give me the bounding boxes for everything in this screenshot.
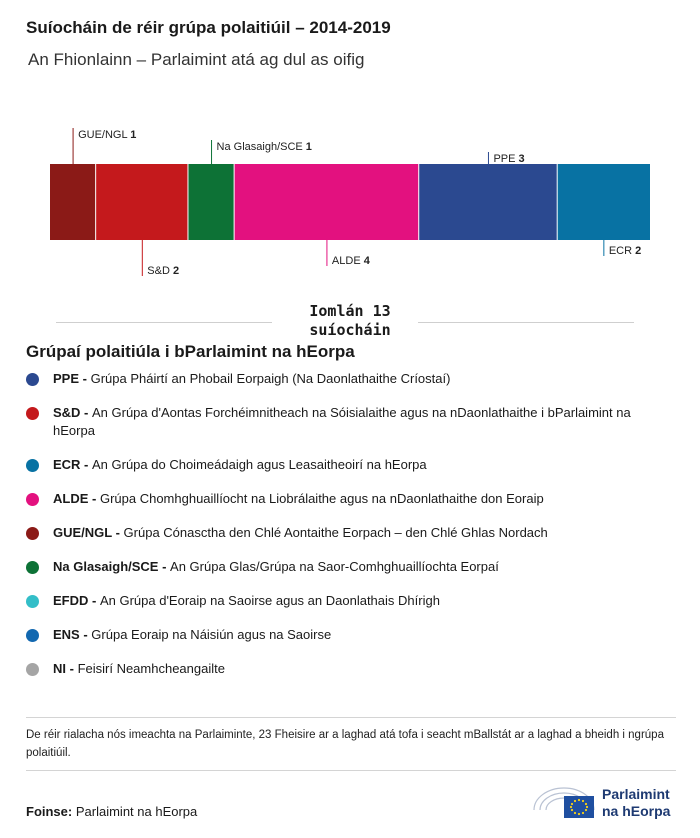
legend-text: ECR - An Grúpa do Choimeádaigh agus Leas… — [53, 456, 673, 474]
legend-text: S&D - An Grúpa d'Aontas Forchéimnitheach… — [53, 404, 673, 440]
logo-text-line2: na hEorpa — [602, 803, 671, 819]
legend-dot-icon — [26, 561, 39, 574]
legend-dot-icon — [26, 629, 39, 642]
bar-ecr — [557, 164, 650, 240]
source: Foinse: Parlaimint na hEorpa — [26, 804, 197, 819]
label-value-ecr: 2 — [635, 245, 641, 257]
label-name-gue-ngl: GUE/NGL — [78, 129, 130, 141]
legend-abbr: ECR - — [53, 457, 92, 472]
legend-abbr: NI - — [53, 661, 78, 676]
legend-abbr: S&D - — [53, 405, 92, 420]
bar-ppe — [419, 164, 557, 240]
legend-abbr: PPE - — [53, 371, 91, 386]
label-value-gue-ngl: 1 — [130, 129, 136, 141]
label-ppe: PPE 3 — [493, 153, 524, 165]
legend-text: ENS - Grúpa Eoraip na Náisiún agus na Sa… — [53, 626, 673, 644]
legend-dot-icon — [26, 373, 39, 386]
label-value-na-glasaigh-sce: 1 — [306, 141, 312, 153]
legend-abbr: ALDE - — [53, 491, 100, 506]
legend-text: EFDD - An Grúpa d'Eoraip na Saoirse agus… — [53, 592, 673, 610]
legend-description: An Grúpa d'Aontas Forchéimnitheach na Só… — [53, 405, 631, 438]
label-na-glasaigh-sce: Na Glasaigh/SCE 1 — [217, 141, 312, 153]
legend-dot-icon — [26, 407, 39, 420]
legend-abbr: GUE/NGL - — [53, 525, 124, 540]
seat-bar-chart: GUE/NGL 1 S&D 2 Na Glasaigh/SCE 1 ALDE 4 PPE… — [50, 128, 650, 277]
legend-dot-icon — [26, 459, 39, 472]
legend-abbr: Na Glasaigh/SCE - — [53, 559, 171, 574]
total-seats-unit: suíocháin — [309, 321, 391, 339]
label-value-s-d: 2 — [173, 265, 179, 277]
logo-text-line1: Parlaimint — [602, 786, 670, 802]
european-parliament-logo: Parlaimint na hEorpa — [530, 782, 680, 824]
legend-text: Na Glasaigh/SCE - An Grúpa Glas/Grúpa na… — [53, 558, 673, 576]
legend-text: NI - Feisirí Neamhcheangailte — [53, 660, 673, 678]
note-divider-bottom — [26, 770, 676, 771]
bar-na-glasaigh-sce — [188, 164, 234, 240]
legend-description: Feisirí Neamhcheangailte — [77, 661, 225, 676]
chart-title: Suíocháin de réir grúpa polaitiúil – 201… — [26, 18, 391, 37]
logo-text: Parlaimint na hEorpa — [602, 786, 670, 820]
legend-dot-icon — [26, 595, 39, 608]
legend-description: Grúpa Eoraip na Náisiún agus na Saoirse — [91, 627, 332, 642]
legend-description: An Grúpa Glas/Grúpa na Saor-Comhghuaillí… — [170, 559, 499, 574]
label-s-d: S&D 2 — [147, 265, 179, 277]
legend-abbr: ENS - — [53, 627, 92, 642]
bar-gue-ngl — [50, 164, 96, 240]
label-name-alde: ALDE — [332, 255, 364, 267]
footnote: De réir rialacha nós imeachta na Parlaim… — [26, 729, 664, 759]
legend-text: PPE - Grúpa Pháirtí an Phobail Eorpaigh … — [53, 370, 673, 388]
chart-subtitle: An Fhionlainn – Parlaimint atá ag dul as… — [28, 50, 365, 69]
label-gue-ngl: GUE/NGL 1 — [78, 129, 136, 141]
legend-abbr: EFDD - — [53, 593, 100, 608]
legend-title: Grúpaí polaitiúla i bParlaimint na hEorp… — [26, 342, 355, 361]
bar-s-d — [96, 164, 188, 240]
label-alde: ALDE 4 — [332, 255, 371, 267]
label-value-ppe: 3 — [519, 153, 525, 165]
legend-description: An Grúpa d'Eoraip na Saoirse agus an Dao… — [99, 593, 440, 608]
total-divider-left — [56, 322, 272, 323]
parliament-hemicycle-icon — [533, 787, 595, 818]
bar-alde — [234, 164, 419, 240]
legend-text: ALDE - Grúpa Chomhghuaillíocht na Liobrá… — [53, 490, 673, 508]
label-name-s-d: S&D — [147, 265, 173, 277]
legend-description: Grúpa Chomhghuaillíocht na Liobrálaithe … — [99, 491, 544, 506]
legend-description: An Grúpa do Choimeádaigh agus Leasaitheo… — [92, 457, 427, 472]
legend-text: GUE/NGL - Grúpa Cónasctha den Chlé Aonta… — [53, 524, 673, 542]
legend-dot-icon — [26, 527, 39, 540]
label-name-na-glasaigh-sce: Na Glasaigh/SCE — [217, 141, 306, 153]
total-seats: Iomlán 13 suíocháin — [260, 302, 440, 340]
label-ecr: ECR 2 — [609, 245, 641, 257]
label-name-ppe: PPE — [493, 153, 518, 165]
legend-description: Grúpa Pháirtí an Phobail Eorpaigh (Na Da… — [90, 371, 451, 386]
note-divider-top — [26, 717, 676, 718]
source-label: Foinse: — [26, 804, 73, 819]
label-value-alde: 4 — [364, 255, 371, 267]
legend-description: Grúpa Cónasctha den Chlé Aontaithe Eorpa… — [123, 525, 548, 540]
label-name-ecr: ECR — [609, 245, 635, 257]
total-seats-count: Iomlán 13 — [309, 302, 391, 320]
source-value: Parlaimint na hEorpa — [75, 804, 198, 819]
legend-dot-icon — [26, 493, 39, 506]
total-divider-right — [418, 322, 634, 323]
legend-dot-icon — [26, 663, 39, 676]
